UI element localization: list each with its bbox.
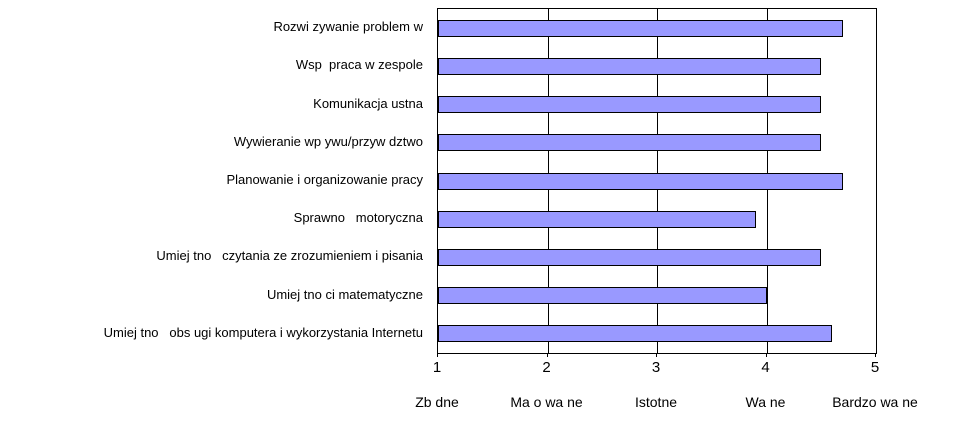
axis-tick-mark — [546, 353, 548, 357]
axis-tick-mark — [765, 353, 767, 357]
x-axis-tick-label: 5 — [870, 359, 880, 376]
x-axis-scale-labels: Zb dne Ma o wa ne Istotne Wa ne Bardzo wa ne — [0, 394, 958, 412]
axis-tick-mark — [875, 353, 876, 357]
x-axis-tick-label: 3 — [651, 359, 661, 376]
x-axis-tick-labels: 1 2 3 4 5 — [0, 359, 958, 377]
bar — [438, 210, 756, 228]
bar — [438, 19, 844, 37]
category-label: Umiej tno ci matematyczne — [266, 286, 423, 302]
bar — [438, 287, 767, 305]
category-label: Komunikacja ustna — [313, 95, 423, 111]
bar — [438, 325, 833, 343]
bar — [438, 172, 844, 190]
x-axis-scale-label: Bardzo wa ne — [832, 394, 918, 410]
category-label: Wsp praca w zespole — [295, 57, 423, 73]
category-label: Sprawno motoryczna — [293, 210, 423, 226]
bar — [438, 248, 822, 266]
category-label: Planowanie i organizowanie pracy — [226, 171, 423, 187]
bar — [438, 57, 822, 75]
bar — [438, 96, 822, 114]
category-label: Rozwi zywanie problem w — [273, 18, 423, 34]
x-axis-tick-label: 2 — [542, 359, 551, 376]
category-label: Umiej tno obs ugi komputera i wykorzysta… — [103, 324, 423, 340]
x-axis-scale-label: Istotne — [634, 394, 678, 410]
axis-tick-mark — [437, 353, 438, 357]
category-label: Umiej tno czytania ze zrozumieniem i pis… — [156, 248, 423, 264]
x-axis-scale-label: Zb dne — [415, 394, 459, 410]
x-axis-tick-label: 4 — [761, 359, 770, 376]
x-axis-scale-label: Ma o wa ne — [510, 394, 583, 410]
category-axis: Rozwi zywanie problem w Wsp praca w zespo… — [0, 8, 430, 352]
category-label: Wywieranie wp ywu/przyw dztwo — [233, 133, 423, 149]
x-axis-scale-label: Wa ne — [745, 394, 786, 410]
x-axis-tick-label: 1 — [432, 359, 442, 376]
plot-area — [437, 8, 877, 354]
bar — [438, 134, 822, 152]
axis-tick-mark — [656, 353, 657, 357]
